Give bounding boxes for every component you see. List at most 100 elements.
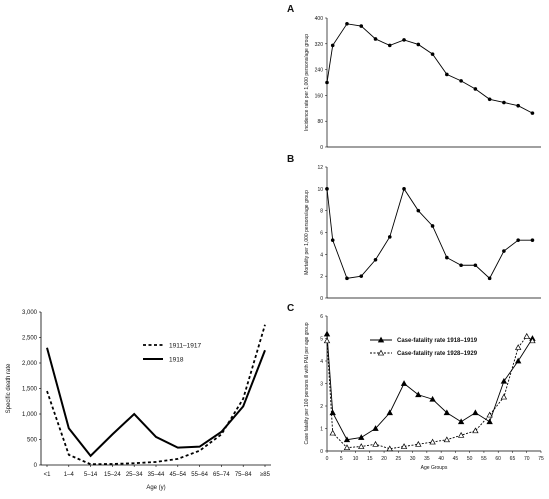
panel-C-point: [372, 440, 379, 447]
panel-C-point: [443, 436, 451, 443]
panel-C-x-tick-label: 65: [510, 456, 516, 462]
panel-A-point: [502, 100, 506, 105]
panel-B-point: [530, 238, 535, 242]
panel-C-point: [486, 418, 493, 425]
panel-A-label: A: [287, 4, 294, 15]
panel-C-point: [457, 418, 465, 425]
panel-A-point: [530, 111, 535, 115]
panel-C-x-tick-label: 20: [381, 456, 387, 462]
panel-C-legend-marker-1: [377, 349, 385, 356]
panel-B-point: [325, 187, 329, 191]
left-x-tick-label: ≥85: [260, 472, 271, 478]
panel-C-legend-marker-0: [377, 336, 385, 343]
panel-C-point: [415, 391, 422, 398]
panel-B-point: [373, 257, 378, 262]
panel-C-point: [514, 344, 522, 350]
panel-A-point: [387, 43, 392, 48]
panel-C-x-tick-label: 55: [481, 456, 487, 462]
panel-C-y-tick-label: 0: [320, 449, 323, 455]
panel-B-y-tick-label: 8: [320, 209, 323, 215]
left-series-line-1: [46, 347, 266, 458]
panel-C-point: [400, 443, 408, 449]
panel-A-y-tick-label: 80: [317, 119, 323, 125]
panel-A-point: [473, 87, 478, 91]
panel-B-series-line-0: [326, 187, 533, 280]
panel-A-y-tick-label: 0: [320, 145, 323, 151]
panel-A-point: [373, 37, 378, 41]
panel-C-point: [343, 444, 351, 451]
panel-B-point: [502, 249, 506, 253]
panel-C-label: C: [287, 303, 294, 314]
panel-C-point: [429, 395, 436, 402]
panel-C-point: [358, 434, 365, 440]
panel-B-y-tick-label: 0: [320, 296, 323, 302]
left-y-tick-label: 2,500: [22, 336, 38, 342]
panel-B-point: [402, 187, 406, 191]
panel-C-point: [329, 429, 336, 436]
panel-B-point: [330, 238, 335, 242]
panel-C-x-tick-label: 10: [353, 456, 359, 462]
panel-C-y-tick-label: 5: [320, 337, 323, 343]
panel-A-point: [430, 52, 435, 56]
left-x-tick-label: 25–34: [126, 472, 143, 478]
panel-A-y-tick-label: 320: [315, 42, 324, 48]
left-x-tick-label: 35–44: [148, 472, 165, 478]
panel-A: A 0 80 160 240 320 400 Incidence rate per 1,000…: [287, 4, 541, 151]
left-legend-label-1: 1918: [169, 357, 184, 364]
panel-B-y-tick-label: 6: [320, 231, 323, 237]
panel-B-point: [459, 263, 463, 268]
left-chart: 0 500 1,000 1,500 2,000 2,500 3,000 <1 1–4 5–14 15…: [6, 310, 271, 491]
panel-B-y-tick-label: 4: [320, 252, 323, 258]
panel-C-x-tick-label: 0: [326, 456, 329, 462]
panel-A-point: [516, 103, 520, 108]
panel-A-point: [445, 72, 449, 77]
panel-C-point: [457, 431, 465, 438]
panel-A-series-line-0: [326, 23, 533, 114]
panel-C-point: [323, 337, 331, 344]
panel-C-point: [500, 377, 508, 384]
panel-C-series-line-0: [326, 333, 533, 441]
panel-C-legend-label-1: Case-fatality rate 1928–1929: [397, 351, 478, 357]
panel-C-point: [523, 332, 530, 339]
panel-C-point: [386, 445, 393, 452]
panel-C-y-tick-label: 1: [320, 427, 323, 433]
left-x-tick-label: 45–54: [169, 472, 186, 478]
left-x-tick-label: <1: [44, 472, 52, 478]
panel-B-point: [416, 208, 421, 213]
left-y-tick-label: 1,000: [22, 412, 38, 418]
panel-A-y-tick-label: 240: [315, 68, 324, 74]
panel-B-y-tick-label: 12: [317, 165, 323, 171]
panel-C-point: [415, 440, 422, 447]
left-x-tick-label: 1–4: [64, 472, 75, 478]
panel-C-legend-label-0: Case-fatality rate 1918–1919: [397, 338, 478, 344]
left-y-tick-label: 0: [34, 463, 38, 469]
panel-C-x-tick-label: 15: [367, 456, 373, 462]
panel-C-point: [529, 337, 536, 344]
panel-C-x-tick-label: 70: [524, 456, 530, 462]
panel-A-point: [325, 80, 329, 85]
panel-C-x-tick-label: 50: [467, 456, 473, 462]
panel-B-y-tick-label: 2: [320, 274, 323, 280]
panel-A-point: [330, 43, 335, 48]
panel-B: B 0 2 4 6 8 10 12 Mortality per 1,000 persons/ag…: [287, 154, 541, 302]
panel-C-point: [343, 436, 351, 443]
panel-C-point: [472, 409, 479, 416]
panel-C-x-tick-label: 75: [538, 456, 544, 462]
left-x-tick-label: 65–74: [213, 472, 230, 478]
panel-B-y-axis-label: Mortality per 1,000 persons/age group: [304, 190, 310, 275]
left-y-tick-label: 1,500: [22, 387, 38, 393]
left-x-axis-label: Age (y): [146, 485, 165, 491]
left-y-tick-label: 2,000: [22, 361, 38, 367]
panel-C-x-tick-label: 45: [453, 456, 459, 462]
panel-B-point: [430, 224, 435, 228]
panel-B-point: [345, 276, 349, 281]
panel-C-point: [443, 409, 451, 416]
panel-B-y-tick-label: 10: [317, 187, 323, 193]
panel-C-point: [358, 443, 365, 449]
panel-B-point: [387, 235, 392, 239]
panel-B-point: [473, 263, 478, 268]
panel-C-x-axis-label: Age Groups: [421, 465, 448, 471]
panel-C-y-tick-label: 4: [320, 359, 323, 365]
panel-C-point: [500, 393, 508, 400]
panel-B-label: B: [287, 154, 294, 165]
